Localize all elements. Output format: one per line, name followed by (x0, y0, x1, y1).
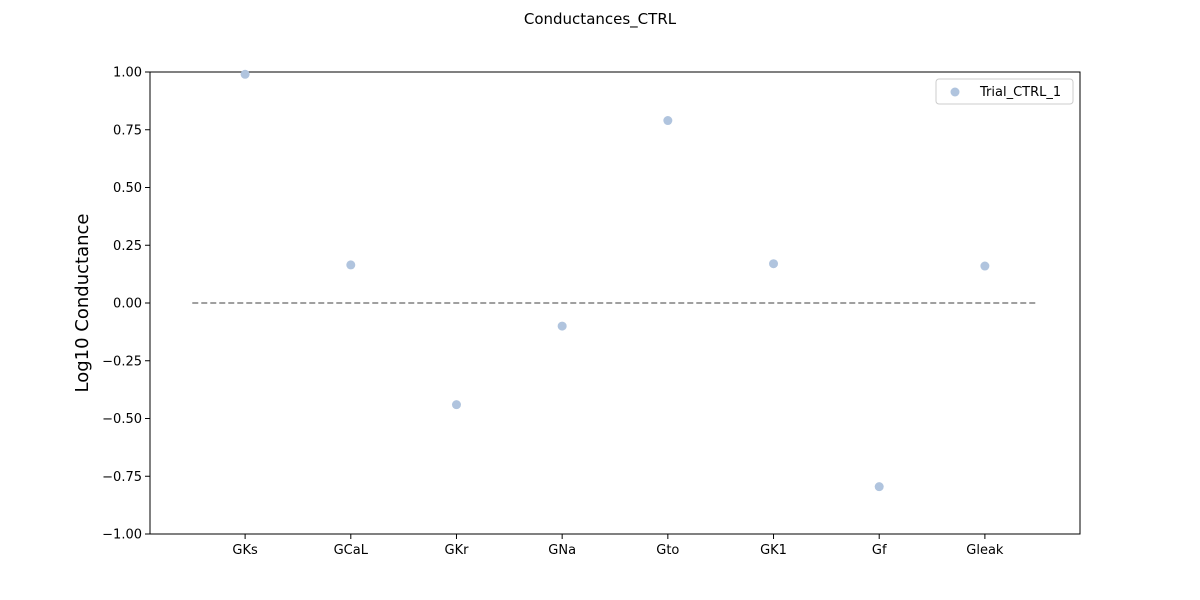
y-tick-label: 1.00 (113, 66, 142, 81)
y-tick-label: 0.25 (113, 239, 142, 254)
y-tick-label: −0.25 (102, 354, 142, 369)
x-tick-label: GNa (548, 543, 576, 558)
legend-marker (950, 87, 960, 97)
y-tick-label: 0.50 (113, 181, 142, 196)
data-point-gcal (346, 260, 356, 270)
data-point-gks (240, 69, 250, 79)
legend: Trial_CTRL_1 (935, 78, 1074, 105)
x-tick-label: GKs (232, 543, 258, 558)
x-tick-label: GKr (445, 543, 470, 558)
data-point-gto (663, 116, 673, 126)
legend-label: Trial_CTRL_1 (979, 85, 1061, 100)
x-tick-label: GK1 (760, 543, 787, 558)
data-point-gk1 (769, 259, 779, 269)
x-axis: GKs GCaL GKr GNa Gto GK1 Gf Gleak (232, 534, 1004, 558)
y-tick-label: 0.00 (113, 297, 142, 312)
y-tick-label: −0.50 (102, 412, 142, 427)
x-tick-label: Gto (656, 543, 679, 558)
x-tick-label: Gleak (966, 543, 1004, 558)
chart-title: Conductances_CTRL (524, 10, 677, 29)
y-tick-label: −1.00 (102, 528, 142, 543)
y-tick-label: 0.75 (113, 123, 142, 138)
legend-box (935, 78, 1074, 105)
data-point-gleak (980, 261, 990, 271)
y-axis: −1.00 −0.75 −0.50 −0.25 0.00 0.25 0.50 0.75 1.00 (102, 66, 150, 543)
x-tick-label: Gf (872, 543, 887, 558)
data-point-gna (557, 321, 567, 331)
y-tick-label: −0.75 (102, 470, 142, 485)
data-point-gkr (451, 400, 461, 410)
data-point-gf (874, 482, 884, 492)
y-axis-label: Log10 Conductance (72, 214, 93, 393)
x-tick-label: GCaL (334, 543, 369, 558)
scatter-points (240, 69, 990, 492)
